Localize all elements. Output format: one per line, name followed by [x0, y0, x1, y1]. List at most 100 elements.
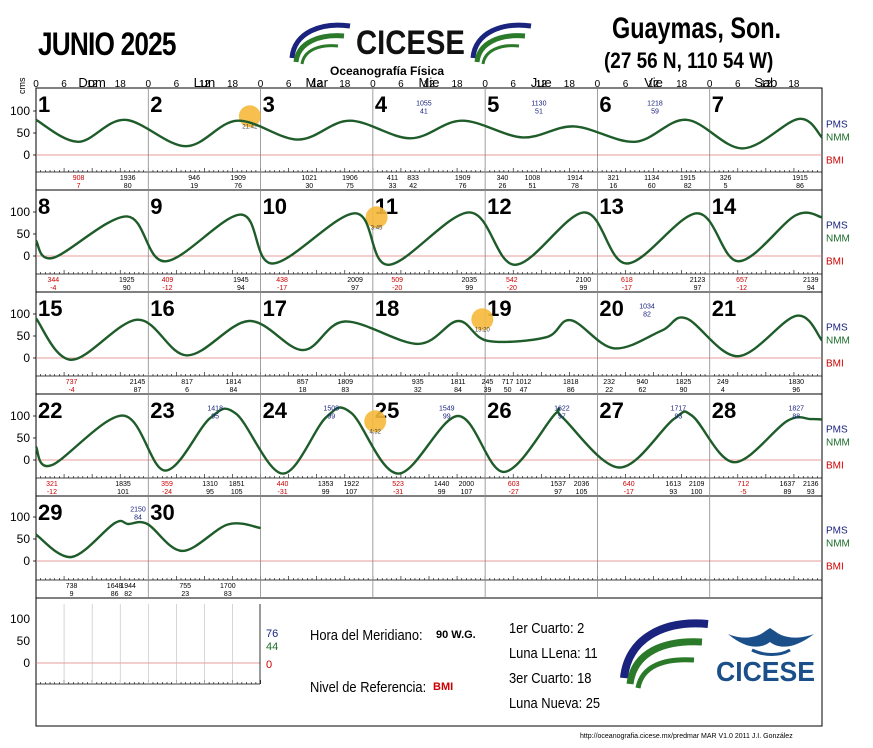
- day-number: 23: [150, 398, 174, 423]
- extreme-time-label: 411: [387, 175, 398, 182]
- extreme-time-label: 232: [603, 379, 615, 386]
- station-coordinates: (27 56 N, 110 54 W): [604, 48, 774, 73]
- extreme-time-label: 1353: [318, 481, 334, 488]
- extreme-time-label: 1925: [119, 277, 135, 284]
- extreme-height-label: -31: [393, 489, 403, 496]
- hour-tick-label: 18: [788, 79, 800, 90]
- extreme-height-label: 82: [124, 591, 132, 598]
- day-number: 10: [263, 194, 287, 219]
- legend-level-nmm: 44: [266, 641, 278, 653]
- extreme-time-label: 1906: [342, 175, 358, 182]
- hour-tick-label: 12: [536, 79, 548, 90]
- extreme-time-label: 1818: [563, 379, 579, 386]
- extreme-height-label: -20: [392, 285, 402, 292]
- extreme-height-label: 9: [70, 591, 74, 598]
- day-name-label: Dom: [78, 75, 105, 90]
- extreme-height-label: 26: [499, 183, 507, 190]
- extreme-height-label: -4: [68, 387, 74, 394]
- right-level-label: PMS: [826, 220, 848, 231]
- hour-tick-label: 12: [648, 79, 660, 90]
- hour-tick-label: 18: [227, 79, 239, 90]
- extreme-time-label: 940: [636, 379, 648, 386]
- day-number: 8: [38, 194, 50, 219]
- extreme-height-label: 6: [185, 387, 189, 394]
- inline-height-label: 41: [420, 109, 428, 116]
- extreme-time-label: 603: [508, 481, 520, 488]
- extreme-height-label: -12: [162, 285, 172, 292]
- extreme-time-label: 857: [297, 379, 309, 386]
- inline-time-label: 1034: [639, 304, 655, 311]
- tide-curve: [34, 406, 823, 475]
- extreme-time-label: 1613: [665, 481, 681, 488]
- hour-tick-label: 12: [760, 79, 772, 90]
- extreme-time-label: 717: [502, 379, 514, 386]
- extreme-height-label: 32: [414, 387, 422, 394]
- extreme-time-label: 833: [407, 175, 419, 182]
- extreme-time-label: 1915: [680, 175, 696, 182]
- extreme-time-label: 1811: [450, 379, 465, 386]
- cicese-wave-logo-large: [620, 619, 709, 689]
- day-number: 15: [38, 296, 62, 321]
- moon-phase-item: 1er Cuarto: 2: [509, 620, 585, 637]
- right-level-label: NMM: [826, 234, 850, 245]
- hour-tick-label: 6: [735, 79, 741, 90]
- day-number: 3: [263, 92, 275, 117]
- right-level-label: BMI: [826, 460, 844, 471]
- y-tick-label: 50: [17, 431, 31, 445]
- extreme-height-label: 94: [807, 285, 815, 292]
- y-tick-label: 0: [23, 351, 30, 365]
- hour-tick-label: 0: [146, 79, 152, 90]
- day-number: 9: [150, 194, 162, 219]
- extreme-time-label: 1440: [434, 481, 450, 488]
- right-level-label: PMS: [826, 119, 848, 130]
- right-level-label: BMI: [826, 561, 844, 572]
- moon-phase-time: 13:20: [475, 327, 491, 333]
- y-tick-label: 50: [17, 329, 31, 343]
- extreme-height-label: 76: [459, 183, 467, 190]
- inline-height-label: 99: [327, 414, 335, 421]
- hour-tick-label: 12: [199, 79, 211, 90]
- hour-tick-label: 18: [676, 79, 688, 90]
- inline-height-label: 59: [651, 109, 659, 116]
- extreme-height-label: 105: [231, 489, 243, 496]
- organization-name: CICESE: [356, 24, 465, 62]
- extreme-time-label: 1914: [567, 175, 583, 182]
- day-number: 6: [599, 92, 611, 117]
- day-number: 28: [712, 398, 736, 423]
- y-tick-label: 50: [17, 126, 31, 140]
- right-level-label: PMS: [826, 525, 848, 536]
- extreme-time-label: 2139: [803, 277, 819, 284]
- extreme-height-label: 100: [691, 489, 703, 496]
- hour-tick-label: 12: [423, 79, 435, 90]
- extreme-height-label: 82: [684, 183, 692, 190]
- extreme-height-label: 90: [680, 387, 688, 394]
- inline-time-label: 2150: [130, 507, 146, 514]
- day-number: 13: [599, 194, 623, 219]
- extreme-time-label: 935: [412, 379, 424, 386]
- meridian-value: 90 W.G.: [436, 629, 476, 641]
- extreme-height-label: 84: [454, 387, 462, 394]
- extreme-height-label: 86: [567, 387, 575, 394]
- day-number: 21: [712, 296, 736, 321]
- extreme-height-label: -12: [47, 489, 57, 496]
- extreme-height-label: 97: [351, 285, 359, 292]
- day-number: 24: [263, 398, 288, 423]
- right-level-label: NMM: [826, 438, 850, 449]
- extreme-height-label: -20: [507, 285, 517, 292]
- extreme-height-label: -31: [277, 489, 287, 496]
- extreme-height-label: 4: [721, 387, 725, 394]
- y-tick-label: 0: [23, 148, 30, 162]
- extreme-time-label: 1809: [337, 379, 353, 386]
- inline-time-label: 1508: [323, 406, 339, 413]
- extreme-time-label: 2136: [803, 481, 819, 488]
- extreme-height-label: 75: [346, 183, 354, 190]
- inline-time-label: 1218: [647, 101, 663, 108]
- inline-time-label: 1130: [531, 101, 546, 108]
- day-number: 17: [263, 296, 287, 321]
- legend-y-tick-label: 50: [17, 634, 31, 648]
- legend-level-pms: 76: [266, 628, 278, 640]
